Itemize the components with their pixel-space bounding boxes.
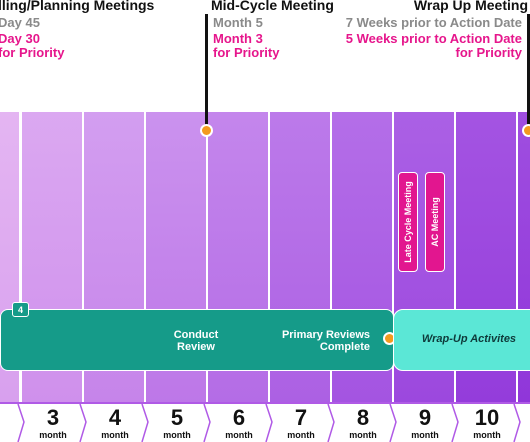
- planning-priority-label: for Priority: [0, 45, 65, 60]
- month-9-word: month: [411, 430, 439, 440]
- wrap-up-activities-label: Wrap-Up Activites: [421, 333, 517, 345]
- mid-cycle-priority-timing: Month 3: [213, 31, 263, 46]
- month-6-word: month: [225, 430, 253, 440]
- month-10-number: 10: [474, 405, 500, 430]
- month-8-number: 8: [356, 405, 370, 430]
- planning-priority-timing: Day 30: [0, 31, 40, 46]
- review-band: [0, 309, 394, 371]
- month-3-number: 3: [46, 405, 60, 430]
- mid-cycle-priority-label: for Priority: [213, 45, 280, 60]
- timeline-chevron-strip: [0, 402, 530, 442]
- month-9-number: 9: [418, 405, 432, 430]
- wrap-up-standard-timing: 7 Weeks prior to Action Date: [345, 15, 522, 30]
- mid-cycle-milestone-dot: [200, 124, 213, 137]
- conduct-review-label: Conduct Review: [173, 329, 219, 353]
- mid-cycle-marker-line: [205, 14, 208, 130]
- wrap-up-priority-label: for Priority: [455, 45, 522, 60]
- month-4-word: month: [101, 430, 129, 440]
- month-7-word: month: [287, 430, 315, 440]
- month-6-number: 6: [232, 405, 246, 430]
- ac-meeting-label: AC Meeting: [425, 172, 445, 272]
- ac-meeting-text: AC Meeting: [430, 197, 440, 247]
- month-5-word: month: [163, 430, 191, 440]
- mid-cycle-standard-timing: Month 5: [213, 15, 263, 30]
- month-7-number: 7: [294, 405, 308, 430]
- late-cycle-meeting-label: Late Cycle Meeting: [398, 172, 418, 272]
- month-10-word: month: [473, 430, 501, 440]
- planning-standard-timing: Day 45: [0, 15, 40, 30]
- month-5-number: 5: [170, 405, 184, 430]
- wrap-up-band: [393, 309, 530, 371]
- wrap-up-title: Wrap Up Meeting: [413, 0, 528, 13]
- month-3-word: month: [39, 430, 67, 440]
- mid-cycle-title: Mid-Cycle Meeting: [211, 0, 334, 13]
- wrap-up-priority-timing: 5 Weeks prior to Action Date: [345, 31, 522, 46]
- wrap-up-milestone-dot: [522, 124, 530, 137]
- late-cycle-meeting-text: Late Cycle Meeting: [403, 181, 413, 263]
- primary-reviews-complete-label: Primary Reviews Complete: [281, 329, 370, 353]
- planning-meetings-title: lling/Planning Meetings: [0, 0, 155, 13]
- review-phase-badge: 4: [12, 302, 29, 317]
- month-8-word: month: [349, 430, 377, 440]
- wrap-up-marker-line: [527, 14, 530, 130]
- month-4-number: 4: [108, 405, 122, 430]
